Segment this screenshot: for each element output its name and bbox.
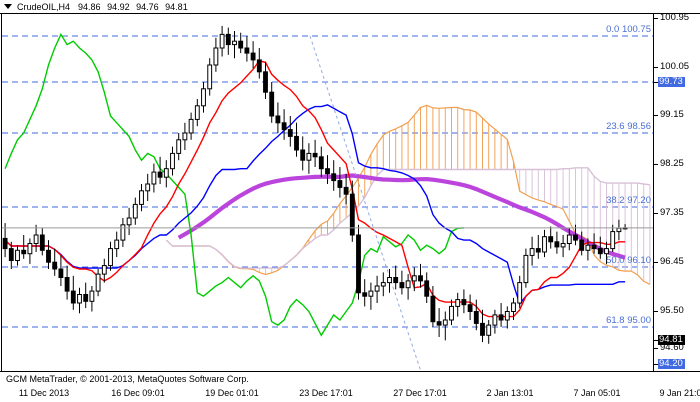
copyright-text: GCM MetaTrader, © 2001-2013, MetaQuotes … [6,374,249,384]
time-axis-label: 9 Jan 21:01 [659,388,700,398]
high-value: 94.92 [107,1,130,12]
fibonacci-level-label: 23.6 98.56 [606,121,651,132]
price-tick-mark [654,164,658,165]
current-price-label: 94.81 [658,334,685,345]
price-axis-label: 95.50 [660,305,684,316]
time-axis-label: 27 Dec 17:01 [393,388,447,398]
price-tick-mark [654,18,658,19]
ohlc-values: 94.86 94.92 94.76 94.81 [78,2,192,12]
plot-right-border [653,14,654,371]
fibonacci-level-label: 61.8 95.00 [606,315,651,326]
triangle-down-icon[interactable] [4,4,12,9]
price-tick-mark [654,115,658,116]
price-tick-mark [654,67,658,68]
close-value: 94.81 [165,1,188,12]
plot-left-border [1,14,2,371]
price-tick-mark [654,364,658,365]
time-axis-label: 7 Jan 05:01 [573,388,621,398]
level-price-label: 94.20 [658,358,685,369]
low-value: 94.76 [136,1,159,12]
price-axis-label: 96.45 [660,256,684,267]
price-axis-label: 98.25 [660,158,684,169]
price-scale[interactable]: 100.95 100.05 99.73 99.15 98.25 97.35 96.45 95.… [654,12,700,396]
time-scale[interactable]: 11 Dec 2013 16 Dec 09:01 19 Dec 01:01 23 De… [0,386,700,402]
fibonacci-levels [2,35,653,328]
time-axis-label: 16 Dec 09:01 [111,388,165,398]
candlestick-series [2,25,628,344]
copyright-bar: GCM MetaTrader, © 2001-2013, MetaQuotes … [0,371,700,386]
fibonacci-level-label: 38.2 97.20 [606,195,651,206]
chart-canvas[interactable] [0,14,700,371]
time-axis-label: 19 Dec 01:01 [205,388,259,398]
level-price-label: 99.73 [658,76,685,87]
price-tick-mark [654,348,658,349]
price-axis-label: 100.95 [660,12,690,23]
chart-plot-area[interactable]: 0.0 100.75 23.6 98.56 38.2 97.20 50.0 96.10… [0,14,700,400]
tenkan-sen-line [4,60,626,318]
senkou-span-lines [165,104,651,285]
fibonacci-level-label: 0.0 100.75 [606,24,651,35]
time-axis-label: 2 Jan 13:01 [486,388,534,398]
price-tick-mark [654,311,658,312]
time-axis-label: 23 Dec 17:01 [299,388,353,398]
price-axis-label: 100.05 [660,61,690,72]
chart-info-bar: CrudeOIL,H4 94.86 94.92 94.76 94.81 [0,0,700,14]
fibonacci-level-label: 50.0 96.10 [606,255,651,266]
price-tick-mark [654,262,658,263]
open-value: 94.86 [78,1,101,12]
price-axis-label: 94.60 [660,342,684,353]
chikou-span-line [4,32,464,337]
price-axis-label: 97.35 [660,207,684,218]
symbol-period-label: CrudeOIL,H4 [17,1,71,12]
price-tick-mark [654,340,658,341]
price-tick-mark [654,82,658,83]
price-axis-label: 99.15 [660,109,684,120]
time-axis-label: 11 Dec 2013 [18,388,70,398]
price-tick-mark [654,213,658,214]
moving-average-line [177,173,626,260]
